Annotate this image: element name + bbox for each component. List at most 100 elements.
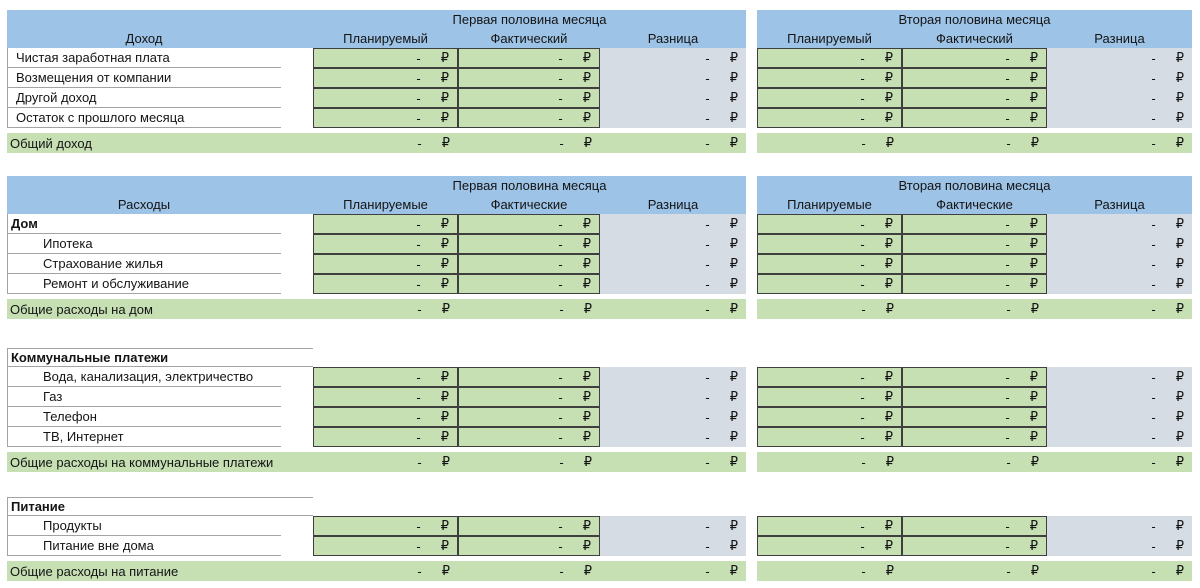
- actual-value-cell[interactable]: - ₽: [902, 536, 1047, 556]
- actual-value-cell[interactable]: - ₽: [458, 88, 600, 108]
- actual-value-cell[interactable]: - ₽: [902, 108, 1047, 128]
- ruble-sign: ₽: [729, 50, 738, 66]
- difference-value-cell: - ₽: [1047, 367, 1192, 387]
- ruble-sign: ₽: [1175, 301, 1184, 317]
- planned-value-cell[interactable]: - ₽: [757, 88, 902, 108]
- ruble-sign: ₽: [583, 454, 592, 470]
- ruble-sign: ₽: [440, 50, 449, 66]
- planned-value-cell[interactable]: - ₽: [313, 274, 458, 294]
- table-row: Возмещения от компании - ₽ - ₽ - ₽ - ₽ - ₽ - ₽: [7, 68, 1192, 88]
- planned-value-cell[interactable]: - ₽: [757, 274, 902, 294]
- planned-value-cell[interactable]: - ₽: [313, 407, 458, 427]
- planned-value-cell[interactable]: - ₽: [757, 536, 902, 556]
- table-row: Страхование жилья - ₽ - ₽ - ₽ - ₽ - ₽ - ₽: [7, 254, 1192, 274]
- actual-value-cell[interactable]: - ₽: [458, 536, 600, 556]
- planned-value-cell[interactable]: - ₽: [313, 516, 458, 536]
- actual-value-cell[interactable]: - ₽: [458, 274, 600, 294]
- planned-value-cell[interactable]: - ₽: [313, 214, 458, 234]
- actual-value-cell[interactable]: - ₽: [458, 234, 600, 254]
- actual-value-cell[interactable]: - ₽: [902, 387, 1047, 407]
- difference-value-cell: - ₽: [1047, 108, 1192, 128]
- ruble-sign: ₽: [582, 50, 591, 66]
- planned-value-cell[interactable]: - ₽: [757, 254, 902, 274]
- planned-value-cell[interactable]: - ₽: [757, 387, 902, 407]
- column-header-actual: Фактические: [458, 195, 600, 214]
- ruble-sign: ₽: [884, 409, 893, 425]
- difference-value-cell: - ₽: [600, 48, 746, 68]
- table-row: Остаток с прошлого месяца - ₽ - ₽ - ₽ - ₽ - ₽…: [7, 108, 1192, 128]
- ruble-sign: ₽: [440, 389, 449, 405]
- ruble-sign: ₽: [884, 70, 893, 86]
- actual-value-cell[interactable]: - ₽: [902, 516, 1047, 536]
- difference-value-cell: - ₽: [600, 108, 746, 128]
- ruble-sign: ₽: [1029, 236, 1038, 252]
- total-planned-value: - ₽: [313, 561, 458, 581]
- actual-value-cell[interactable]: - ₽: [902, 274, 1047, 294]
- ruble-sign: ₽: [1029, 518, 1038, 534]
- difference-value-cell: - ₽: [600, 214, 746, 234]
- planned-value-cell[interactable]: - ₽: [313, 68, 458, 88]
- planned-value-cell[interactable]: - ₽: [757, 407, 902, 427]
- income-total-row: Общий доход - ₽ - ₽ - ₽ - ₽ - ₽ - ₽: [7, 133, 1192, 153]
- planned-value-cell[interactable]: - ₽: [313, 427, 458, 447]
- actual-value-cell[interactable]: - ₽: [458, 254, 600, 274]
- planned-value-cell[interactable]: - ₽: [313, 387, 458, 407]
- actual-value-cell[interactable]: - ₽: [902, 427, 1047, 447]
- actual-value-cell[interactable]: - ₽: [902, 407, 1047, 427]
- planned-value-cell[interactable]: - ₽: [313, 108, 458, 128]
- actual-value-cell[interactable]: - ₽: [458, 427, 600, 447]
- planned-value-cell[interactable]: - ₽: [313, 254, 458, 274]
- ruble-sign: ₽: [729, 454, 738, 470]
- planned-value-cell[interactable]: - ₽: [757, 516, 902, 536]
- ruble-sign: ₽: [440, 256, 449, 272]
- actual-value-cell[interactable]: - ₽: [458, 68, 600, 88]
- column-header-difference: Разница: [600, 195, 746, 214]
- ruble-sign: ₽: [1175, 135, 1184, 151]
- planned-value-cell[interactable]: - ₽: [313, 234, 458, 254]
- planned-value-cell[interactable]: - ₽: [757, 214, 902, 234]
- actual-value-cell[interactable]: - ₽: [458, 108, 600, 128]
- actual-value-cell[interactable]: - ₽: [902, 214, 1047, 234]
- first-half-title: Первая половина месяца: [452, 12, 607, 27]
- actual-value-cell[interactable]: - ₽: [902, 254, 1047, 274]
- ruble-sign: ₽: [884, 236, 893, 252]
- actual-value-cell[interactable]: - ₽: [902, 88, 1047, 108]
- ruble-sign: ₽: [1175, 454, 1184, 470]
- actual-value-cell[interactable]: - ₽: [458, 48, 600, 68]
- actual-value-cell[interactable]: - ₽: [458, 214, 600, 234]
- actual-value-cell[interactable]: - ₽: [458, 387, 600, 407]
- actual-value-cell[interactable]: - ₽: [458, 407, 600, 427]
- planned-value-cell[interactable]: - ₽: [757, 108, 902, 128]
- planned-value-cell[interactable]: - ₽: [313, 536, 458, 556]
- planned-value-cell[interactable]: - ₽: [757, 427, 902, 447]
- table-row: Ипотека - ₽ - ₽ - ₽ - ₽ - ₽ - ₽: [7, 234, 1192, 254]
- actual-value-cell[interactable]: - ₽: [458, 516, 600, 536]
- income-section: Первая половина месяца Вторая половина м…: [7, 10, 1192, 153]
- difference-value-cell: - ₽: [1047, 214, 1192, 234]
- actual-value-cell[interactable]: - ₽: [902, 68, 1047, 88]
- planned-value-cell[interactable]: - ₽: [757, 48, 902, 68]
- actual-value-cell[interactable]: - ₽: [902, 48, 1047, 68]
- ruble-sign: ₽: [884, 538, 893, 554]
- ruble-sign: ₽: [884, 50, 893, 66]
- actual-value-cell[interactable]: - ₽: [458, 367, 600, 387]
- planned-value-cell[interactable]: - ₽: [313, 88, 458, 108]
- first-half-title-cell: Первая половина месяца: [7, 10, 746, 29]
- planned-value-cell[interactable]: - ₽: [313, 367, 458, 387]
- planned-value-cell[interactable]: - ₽: [757, 68, 902, 88]
- home-expenses-section: Первая половина месяца Вторая половина м…: [7, 176, 1192, 319]
- ruble-sign: ₽: [1175, 236, 1184, 252]
- planned-value-cell[interactable]: - ₽: [757, 367, 902, 387]
- planned-value-cell[interactable]: - ₽: [313, 48, 458, 68]
- difference-value-cell: - ₽: [600, 88, 746, 108]
- difference-value-cell: - ₽: [600, 254, 746, 274]
- first-half-title-cell: Первая половина месяца: [7, 176, 746, 195]
- ruble-sign: ₽: [884, 110, 893, 126]
- actual-value-cell[interactable]: - ₽: [902, 234, 1047, 254]
- total-actual-value: - ₽: [902, 299, 1047, 319]
- actual-value-cell[interactable]: - ₽: [902, 367, 1047, 387]
- total-planned-value: - ₽: [313, 299, 458, 319]
- ruble-sign: ₽: [583, 135, 592, 151]
- ruble-sign: ₽: [582, 538, 591, 554]
- planned-value-cell[interactable]: - ₽: [757, 234, 902, 254]
